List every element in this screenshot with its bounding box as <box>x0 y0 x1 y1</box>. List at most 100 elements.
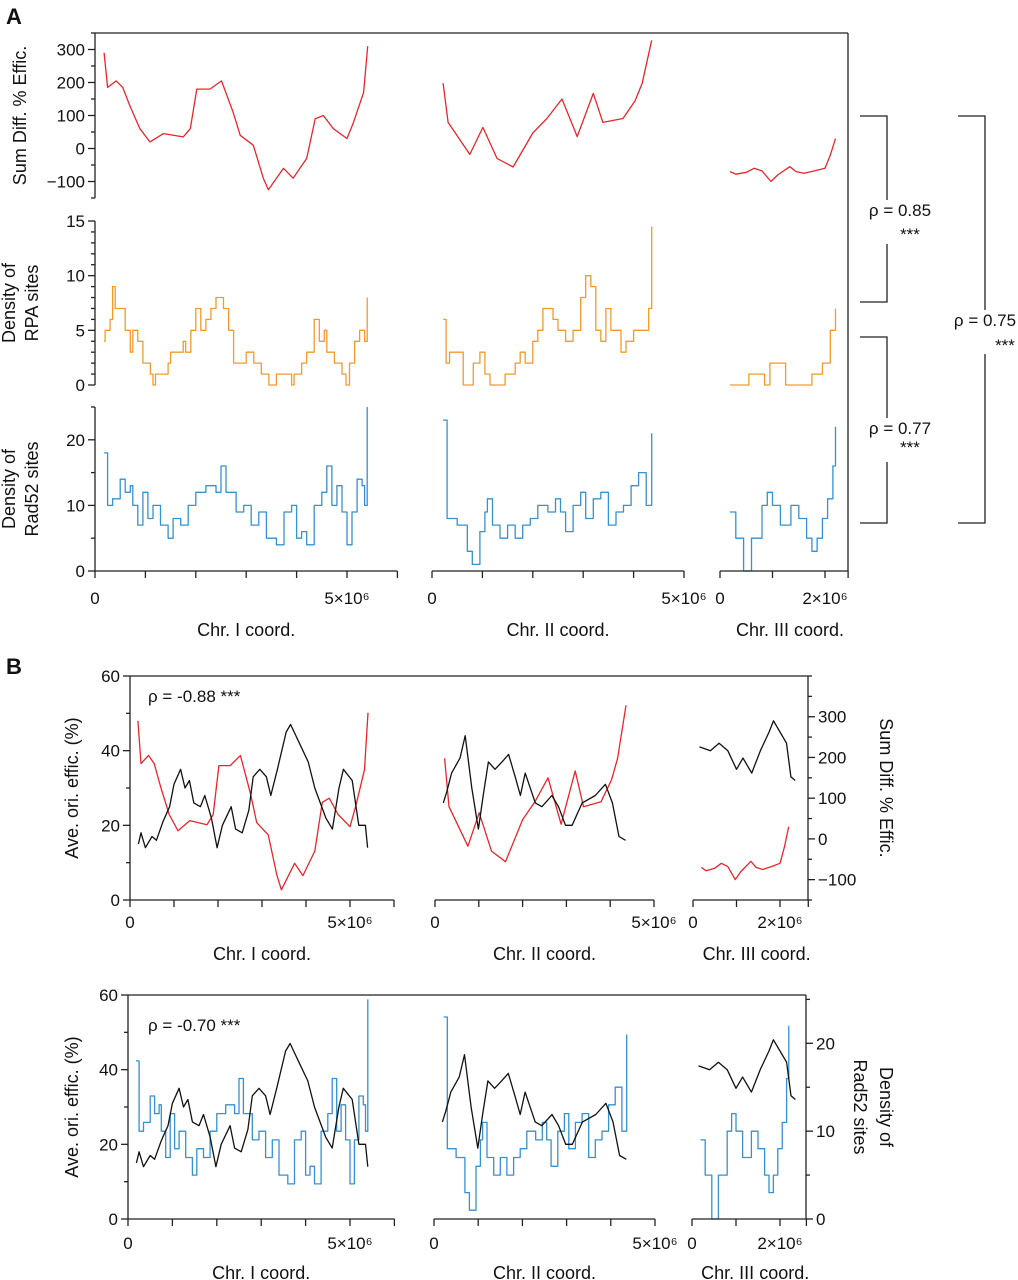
b-bottom-rad52-chrII-line <box>443 1016 628 1211</box>
b-bottom-chrI-x-tick-label: 0 <box>123 1234 132 1253</box>
b-top-chrI-x-tick-label: 5×10⁶ <box>327 913 372 932</box>
b-bottom-right-axis-tick-label: 20 <box>816 1034 835 1053</box>
b-bottom-rad52-chrI-line <box>136 999 369 1185</box>
b-top-left-axis-title: Ave. ori. effic. (%) <box>62 717 82 858</box>
correlation-significance: *** <box>995 336 1015 355</box>
a-rad52-chrIII-x-tick-label: 0 <box>715 589 724 608</box>
b-top-right-axis-tick-label: 300 <box>818 708 846 727</box>
b-top-sum_diff-chrII-line <box>443 705 627 863</box>
a-rad52-left-axis-tick-label: 20 <box>66 431 85 450</box>
a-rpa-rpa-chrI-line <box>104 285 368 386</box>
b-top-left-axis-tick-label: 0 <box>111 891 120 910</box>
a-rpa-left-axis-tick-label: 5 <box>76 321 85 340</box>
b-top-right-axis-tick-label: 0 <box>818 830 827 849</box>
b-bottom-ave_effic-chrII-line <box>441 1054 627 1160</box>
a-rad52-left-axis-tick-label: 0 <box>76 562 85 581</box>
a-rad52-rad52-chrI-line <box>104 407 368 546</box>
b-top-chrIII-x-tick-label: 0 <box>688 913 697 932</box>
b-top-ave_effic-chrIII-line <box>699 720 796 781</box>
b-top-chrIII-x-tick-label: 2×10⁶ <box>757 913 802 932</box>
b-bottom-left-axis-tick-label: 60 <box>99 986 118 1005</box>
b-top-chrII-x-tick-label: 5×10⁶ <box>631 913 676 932</box>
a-rad52-chrI-x-tick-label: 5×10⁶ <box>324 589 369 608</box>
b-top-ave_effic-chrII-line <box>442 735 626 841</box>
b-bottom-chrIII-x-tick-label: 0 <box>687 1234 696 1253</box>
a-sum-sum_diff-chrII-line <box>442 40 653 168</box>
a-rad52-left-axis-title: Density of <box>0 448 19 529</box>
b-bottom-chrI-x-tick-label: 5×10⁶ <box>327 1234 372 1253</box>
a-sum-left-axis-tick-label: 0 <box>76 140 85 159</box>
b-top-chrIII-x-axis-title: Chr. III coord. <box>703 944 811 964</box>
a-sum-left-axis-tick-label: 300 <box>57 41 85 60</box>
b-top-right-axis-tick-label: −100 <box>818 871 856 890</box>
a-rad52-chrIII-x-tick-label: 2×10⁶ <box>802 589 847 608</box>
a-sum-left-axis-tick-label: −100 <box>47 173 85 192</box>
b-top-chrI-x-axis-title: Chr. I coord. <box>213 944 311 964</box>
a-sum-sum_diff-chrIII-line <box>729 138 837 183</box>
b-top-left-axis-tick-label: 20 <box>101 816 120 835</box>
b-top-right-axis-tick-label: 100 <box>818 789 846 808</box>
b-bottom-ave_effic-chrI-line <box>135 1042 369 1168</box>
panel-a-label: A <box>6 4 22 29</box>
b-bottom-right-axis-title: Rad52 sites <box>850 1059 870 1154</box>
a-rad52-chrI-x-axis-title: Chr. I coord. <box>197 620 295 640</box>
b-bottom-chrII-x-tick-label: 0 <box>429 1234 438 1253</box>
a-rad52-left-axis-tick-label: 10 <box>66 496 85 515</box>
a-sum-sum_diff-chrI-line <box>103 46 369 191</box>
a-rpa-rpa-chrII-line <box>443 226 653 386</box>
b-bottom-right-axis-tick-label: 0 <box>816 1210 825 1229</box>
b-top-chrII-x-axis-title: Chr. II coord. <box>493 944 596 964</box>
a-rad52-chrII-x-axis-title: Chr. II coord. <box>506 620 609 640</box>
b-bottom-chrI-x-axis-title: Chr. I coord. <box>212 1263 310 1280</box>
b-bottom-correlation-annotation: ρ = -0.70 *** <box>148 1016 241 1035</box>
a-rpa-left-axis-tick-label: 10 <box>66 267 85 286</box>
b-bottom-chrII-x-tick-label: 5×10⁶ <box>632 1234 677 1253</box>
correlation-rho-label: ρ = 0.75 <box>954 311 1016 330</box>
b-top-chrII-x-tick-label: 0 <box>430 913 439 932</box>
b-bottom-left-axis-tick-label: 40 <box>99 1061 118 1080</box>
correlation-rho-label: ρ = 0.77 <box>869 419 931 438</box>
b-top-correlation-annotation: ρ = -0.88 *** <box>148 687 241 706</box>
b-top-left-axis-tick-label: 40 <box>101 742 120 761</box>
correlation-significance: *** <box>900 225 920 244</box>
a-rad52-rad52-chrIII-line <box>730 426 837 572</box>
b-bottom-right-axis-title: Density of <box>876 1067 896 1148</box>
b-top-left-axis-tick-label: 60 <box>101 667 120 686</box>
a-rpa-left-axis-tick-label: 0 <box>76 376 85 395</box>
correlation-label-background <box>949 310 1018 354</box>
b-bottom-right-axis-tick-label: 10 <box>816 1122 835 1141</box>
correlation-rho-label: ρ = 0.85 <box>869 201 931 220</box>
b-bottom-chrIII-x-tick-label: 2×10⁶ <box>757 1234 802 1253</box>
b-top-chrI-x-tick-label: 0 <box>125 913 134 932</box>
a-rpa-left-axis-tick-label: 15 <box>66 212 85 231</box>
correlation-label-background <box>864 200 936 244</box>
b-bottom-ave_effic-chrIII-line <box>698 1039 796 1100</box>
a-rad52-rad52-chrII-line <box>443 419 653 566</box>
b-top-right-axis-title: Sum Diff. % Effic. <box>876 718 896 857</box>
a-rad52-chrII-x-tick-label: 5×10⁶ <box>661 589 706 608</box>
b-bottom-left-axis-title: Ave. ori. effic. (%) <box>62 1036 82 1177</box>
b-top-sum_diff-chrI-line <box>137 712 369 891</box>
b-bottom-left-axis-tick-label: 20 <box>99 1135 118 1154</box>
a-rpa-left-axis-title: Density of <box>0 262 19 343</box>
a-rad52-left-axis-title: Rad52 sites <box>22 441 42 536</box>
b-bottom-rad52-chrIII-line <box>700 1025 790 1220</box>
b-top-sum_diff-chrIII-line <box>700 826 790 881</box>
b-bottom-chrII-x-axis-title: Chr. II coord. <box>493 1263 596 1280</box>
a-rad52-chrIII-x-axis-title: Chr. III coord. <box>736 620 844 640</box>
a-rpa-left-axis-title: RPA sites <box>22 265 42 342</box>
a-sum-left-axis-tick-label: 200 <box>57 74 85 93</box>
b-bottom-left-axis-tick-label: 0 <box>109 1210 118 1229</box>
panel-b-label: B <box>6 654 22 679</box>
a-rad52-chrI-x-tick-label: 0 <box>90 589 99 608</box>
a-sum-left-axis-tick-label: 100 <box>57 107 85 126</box>
correlation-label-background <box>864 418 936 462</box>
b-top-ave_effic-chrI-line <box>137 723 369 849</box>
a-sum-left-axis-title: Sum Diff. % Effic. <box>10 46 30 185</box>
a-rpa-rpa-chrIII-line <box>730 308 837 386</box>
correlation-significance: *** <box>900 438 920 457</box>
b-top-right-axis-tick-label: 200 <box>818 748 846 767</box>
b-bottom-chrIII-x-axis-title: Chr. III coord. <box>701 1263 809 1280</box>
a-rad52-chrII-x-tick-label: 0 <box>427 589 436 608</box>
